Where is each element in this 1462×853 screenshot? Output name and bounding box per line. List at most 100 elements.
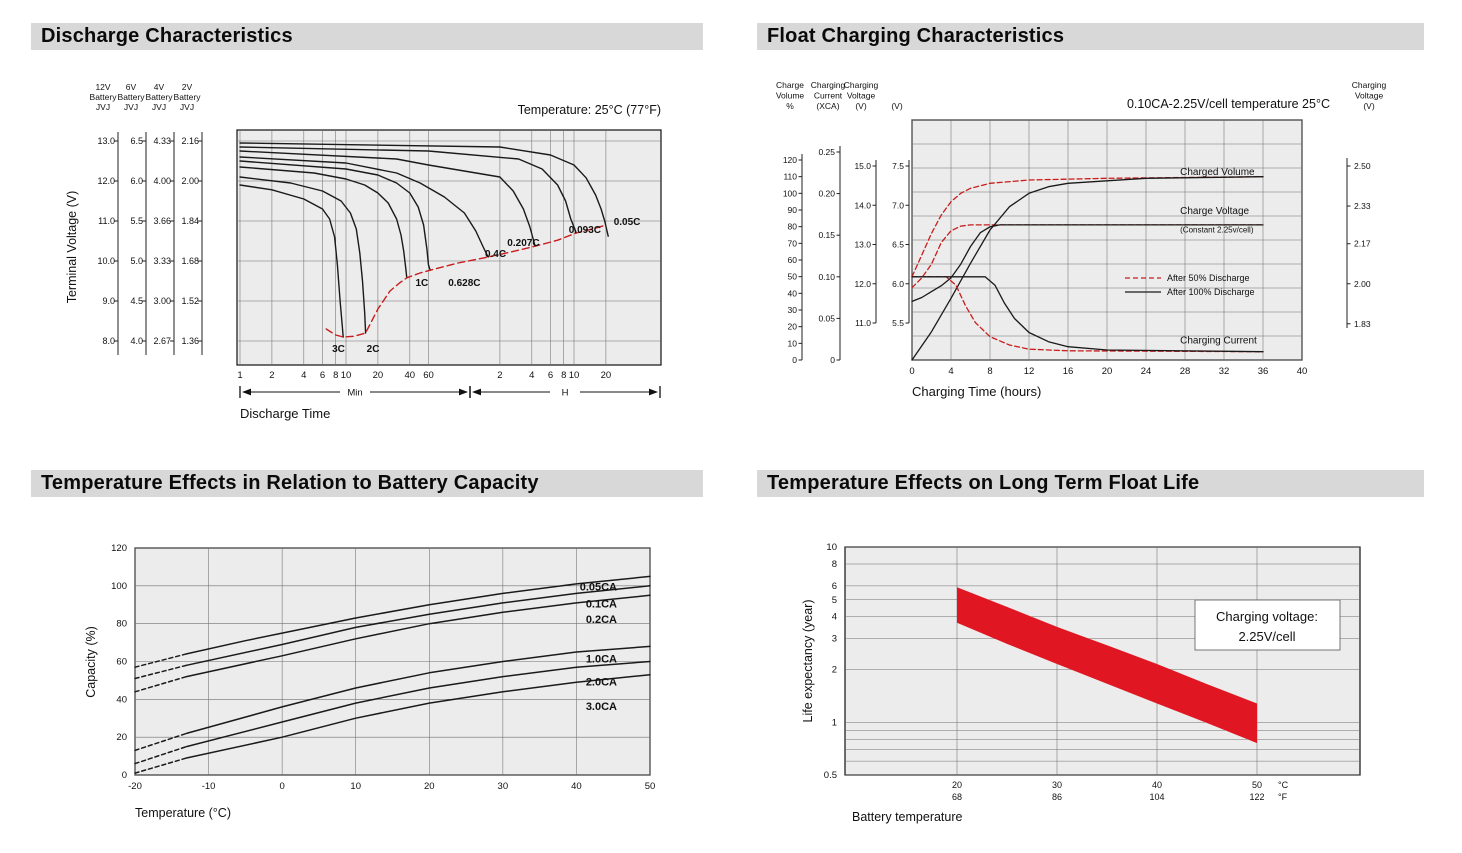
temperature-capacity-chart: 0 20 40 60 80 100 120 -20 -10 0 10 20 30 40 50 Capacity… <box>84 543 655 820</box>
svg-text:20: 20 <box>373 370 384 381</box>
svg-text:50: 50 <box>645 781 656 792</box>
svg-text:(Constant 2.25v/cell): (Constant 2.25v/cell) <box>1180 226 1254 235</box>
svg-text:0.093C: 0.093C <box>569 225 601 236</box>
svg-text:20: 20 <box>601 370 612 381</box>
svg-text:12.0: 12.0 <box>97 176 115 186</box>
svg-text:8: 8 <box>333 370 338 381</box>
svg-text:40: 40 <box>405 370 416 381</box>
svg-text:3.00: 3.00 <box>153 296 171 306</box>
svg-text:0.25: 0.25 <box>818 147 835 157</box>
svg-text:2V: 2V <box>182 82 193 92</box>
svg-text:2C: 2C <box>367 344 380 355</box>
svg-text:Battery: Battery <box>90 92 118 102</box>
svg-text:6: 6 <box>832 581 837 592</box>
svg-text:2.00: 2.00 <box>1354 279 1371 289</box>
svg-text:2.00: 2.00 <box>181 176 199 186</box>
svg-text:110: 110 <box>783 172 797 182</box>
svg-text:4: 4 <box>832 612 837 623</box>
svg-text:0.5: 0.5 <box>824 770 837 781</box>
svg-text:12: 12 <box>1024 366 1035 377</box>
float-charging-characteristics-chart: ChargeVolume%010203040506070809010011012… <box>776 80 1387 399</box>
svg-text:°C: °C <box>1278 780 1289 790</box>
svg-text:6.5: 6.5 <box>892 240 904 250</box>
svg-text:Min: Min <box>347 388 362 399</box>
svg-text:1.68: 1.68 <box>181 256 199 266</box>
svg-text:1.83: 1.83 <box>1354 319 1371 329</box>
svg-text:Discharge Time: Discharge Time <box>240 406 330 421</box>
discharge-curves <box>239 142 609 338</box>
svg-text:40: 40 <box>1297 366 1308 377</box>
svg-text:JVJ: JVJ <box>124 102 138 112</box>
svg-text:0.05: 0.05 <box>818 313 835 323</box>
svg-text:(V): (V) <box>1363 101 1375 111</box>
svg-text:0.207C: 0.207C <box>507 238 539 249</box>
svg-text:4.33: 4.33 <box>153 136 171 146</box>
svg-text:0: 0 <box>122 770 127 781</box>
svg-text:0: 0 <box>792 355 797 365</box>
svg-text:Charging voltage:: Charging voltage: <box>1216 609 1318 624</box>
temperature-annotation: Temperature: 25°C (77°F) <box>518 103 661 117</box>
panel-title-temp-capacity: Temperature Effects in Relation to Batte… <box>31 470 703 497</box>
panel-title-float-life: Temperature Effects on Long Term Float L… <box>757 470 1424 497</box>
svg-text:4.00: 4.00 <box>153 176 171 186</box>
svg-text:60: 60 <box>116 656 127 667</box>
svg-text:1.52: 1.52 <box>181 296 199 306</box>
svg-text:9.0: 9.0 <box>102 296 115 306</box>
panel-title-discharge: Discharge Characteristics <box>31 23 703 50</box>
svg-text:6: 6 <box>548 370 553 381</box>
svg-text:0.05CA: 0.05CA <box>580 582 617 594</box>
svg-text:0: 0 <box>909 366 914 377</box>
charging-voltage-annotation: Charging voltage: 2.25V/cell <box>1194 599 1341 651</box>
svg-text:13.0: 13.0 <box>854 240 871 250</box>
terminal-voltage-axes: 12VBatteryJVJ13.012.011.010.09.08.06VBat… <box>65 82 203 355</box>
panel-title-float-charging: Float Charging Characteristics <box>757 23 1424 50</box>
svg-text:40: 40 <box>116 694 127 705</box>
life-expectancy-band <box>957 587 1257 744</box>
svg-text:40: 40 <box>571 781 582 792</box>
svg-text:10: 10 <box>788 338 798 348</box>
svg-text:20: 20 <box>424 781 435 792</box>
svg-text:Current: Current <box>814 91 843 101</box>
svg-text:122: 122 <box>1249 792 1264 802</box>
svg-text:0.4C: 0.4C <box>485 249 506 260</box>
svg-text:60: 60 <box>788 255 798 265</box>
svg-text:68: 68 <box>952 792 962 802</box>
svg-text:8.0: 8.0 <box>102 336 115 346</box>
svg-text:80: 80 <box>788 222 798 232</box>
svg-text:1.84: 1.84 <box>181 216 199 226</box>
svg-text:3.0CA: 3.0CA <box>586 701 617 713</box>
svg-text:6.5: 6.5 <box>130 136 143 146</box>
svg-text:13.0: 13.0 <box>97 136 115 146</box>
svg-text:1C: 1C <box>415 278 428 289</box>
svg-text:Charge Voltage: Charge Voltage <box>1180 206 1249 217</box>
svg-text:2.0CA: 2.0CA <box>586 676 617 688</box>
capacity-curves <box>134 575 651 774</box>
svg-text:10: 10 <box>341 370 352 381</box>
svg-text:1: 1 <box>832 717 837 728</box>
svg-text:0.10: 0.10 <box>818 272 835 282</box>
svg-text:JVJ: JVJ <box>96 102 110 112</box>
svg-text:5.5: 5.5 <box>892 318 904 328</box>
svg-text:2: 2 <box>497 370 502 381</box>
plot-area <box>236 129 662 366</box>
axes: 0 20 40 60 80 100 120 -20 -10 0 10 20 30 40 50 Capacity… <box>84 543 655 820</box>
svg-text:1.0CA: 1.0CA <box>586 654 617 666</box>
svg-text:2.16: 2.16 <box>181 136 199 146</box>
svg-text:8: 8 <box>832 559 837 570</box>
rate-labels: 0.05CA 0.1CA 0.2CA 1.0CA 2.0CA 3.0CA <box>580 582 617 713</box>
svg-text:2.33: 2.33 <box>1354 201 1371 211</box>
discharge-characteristics-chart: 12VBatteryJVJ13.012.011.010.09.08.06VBat… <box>65 82 662 421</box>
charging-curves <box>911 176 1264 361</box>
svg-text:Charge: Charge <box>776 80 804 90</box>
svg-text:4V: 4V <box>154 82 165 92</box>
svg-text:Charging Time (hours): Charging Time (hours) <box>912 384 1041 399</box>
svg-text:Battery temperature: Battery temperature <box>852 810 963 824</box>
svg-text:0.628C: 0.628C <box>448 278 480 289</box>
svg-text:Charging: Charging <box>1352 80 1387 90</box>
svg-text:Charging: Charging <box>844 80 879 90</box>
svg-text:12.0: 12.0 <box>854 279 871 289</box>
svg-text:6.0: 6.0 <box>130 176 143 186</box>
svg-text:7.5: 7.5 <box>892 161 904 171</box>
